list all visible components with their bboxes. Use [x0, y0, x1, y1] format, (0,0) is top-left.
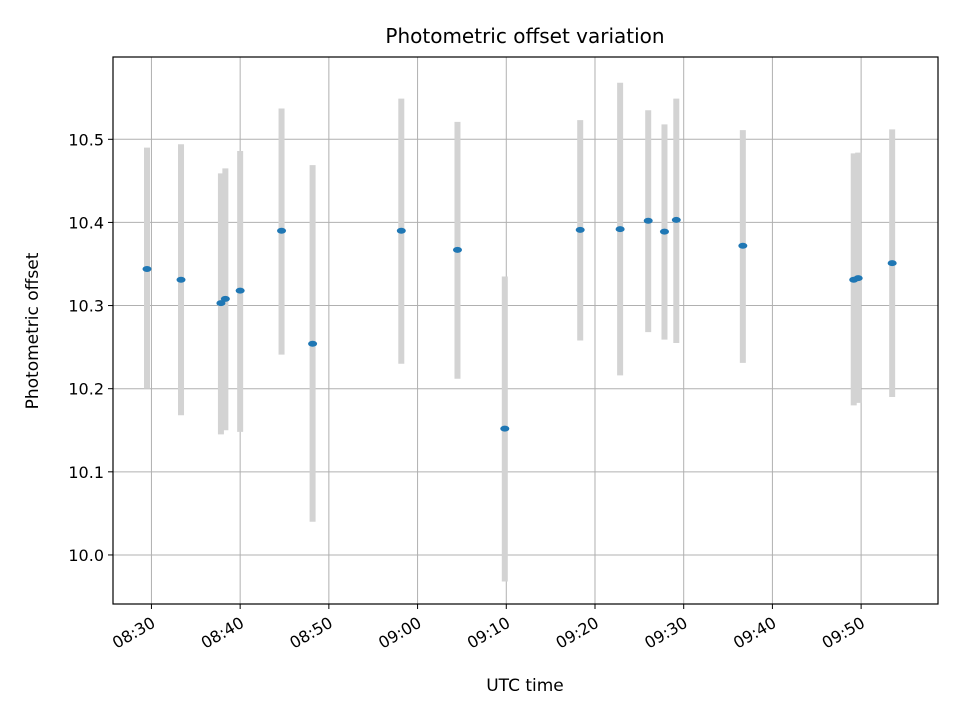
data-point [887, 260, 897, 267]
x-axis-ticks: 08:30 08:40 08:50 09:00 09:10 09:20 09:30 09:40… [109, 604, 868, 653]
x-tick-label: 09:00 [375, 613, 424, 653]
x-tick-label: 09:10 [464, 613, 513, 653]
data-point [216, 300, 226, 307]
error-bars [144, 82, 896, 582]
data-point [142, 265, 152, 272]
data-point [659, 228, 669, 235]
plot-frame [112, 56, 939, 605]
x-tick-label: 09:30 [641, 613, 690, 653]
data-point [235, 287, 245, 294]
data-point [575, 226, 585, 233]
y-tick-label: 10.0 [68, 546, 104, 565]
data-point [643, 217, 653, 224]
data-point [452, 246, 462, 253]
data-point [671, 216, 681, 223]
x-tick-label: 08:30 [109, 613, 158, 653]
y-tick-label: 10.5 [68, 130, 104, 149]
data-points [142, 216, 897, 432]
data-point [277, 227, 287, 234]
x-tick-label: 09:40 [730, 613, 779, 653]
grid-lines [113, 57, 938, 604]
chart-title: Photometric offset variation [385, 24, 664, 48]
x-tick-label: 09:50 [819, 613, 868, 653]
y-axis-ticks: 10.0 10.1 10.2 10.3 10.4 10.5 [68, 130, 113, 565]
data-point [220, 295, 230, 302]
x-tick-label: 08:40 [198, 613, 247, 653]
data-point [308, 340, 318, 347]
y-tick-label: 10.3 [68, 297, 104, 316]
x-tick-label: 08:50 [286, 613, 335, 653]
data-point [738, 242, 748, 249]
data-point [853, 275, 863, 282]
y-tick-label: 10.2 [68, 380, 104, 399]
x-axis-label: UTC time [486, 676, 564, 696]
x-tick-label: 09:20 [553, 613, 602, 653]
y-tick-label: 10.4 [68, 213, 104, 232]
y-axis-label: Photometric offset [23, 252, 43, 409]
data-point [615, 226, 625, 233]
data-point [176, 276, 186, 283]
data-point [396, 227, 406, 234]
data-point [500, 425, 510, 432]
y-tick-label: 10.1 [68, 463, 104, 482]
